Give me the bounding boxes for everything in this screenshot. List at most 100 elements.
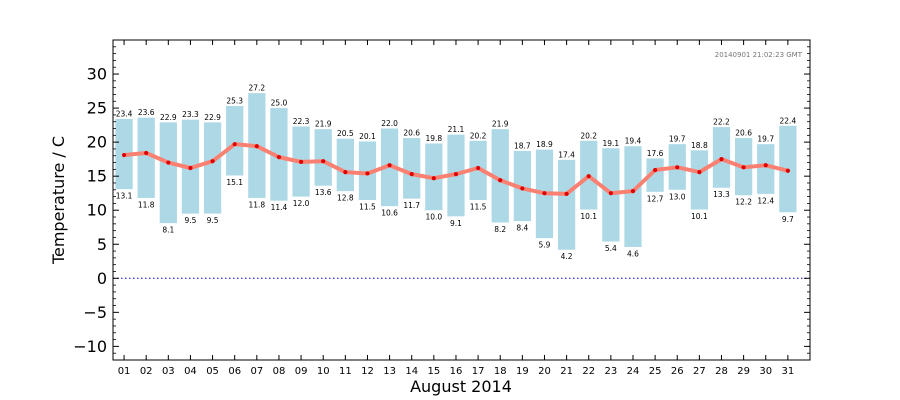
timestamp: 20140901 21:02:23 GMT	[715, 51, 803, 59]
x-tick-label: 11	[339, 366, 352, 377]
x-tick-label: 30	[759, 366, 772, 377]
y-axis-label: Temperature / C	[49, 136, 68, 265]
x-tick-label: 08	[273, 366, 286, 377]
min-value-label: 11.8	[248, 200, 265, 209]
max-value-label: 21.1	[448, 125, 465, 134]
min-value-label: 13.6	[315, 188, 332, 197]
x-tick-label: 14	[405, 366, 418, 377]
mean-marker	[498, 178, 503, 183]
max-value-label: 27.2	[248, 84, 265, 93]
max-value-label: 19.4	[625, 137, 642, 146]
mean-marker	[188, 165, 193, 171]
mean-marker	[741, 165, 746, 170]
y-tick-label: 30	[87, 65, 107, 84]
range-bar	[646, 158, 664, 192]
min-value-label: 12.0	[293, 199, 310, 208]
min-value-label: 4.2	[561, 252, 573, 261]
max-value-label: 17.4	[558, 150, 575, 159]
x-tick-label: 21	[560, 366, 573, 377]
mean-marker	[431, 176, 436, 181]
mean-marker	[387, 163, 392, 168]
x-tick-label: 25	[649, 366, 662, 377]
min-value-label: 10.1	[580, 212, 597, 221]
min-value-label: 12.7	[647, 194, 664, 203]
mean-marker	[276, 155, 282, 160]
range-bar	[403, 138, 421, 199]
mean-marker	[453, 172, 459, 177]
mean-line-layer	[121, 142, 790, 196]
mean-marker	[365, 171, 370, 176]
max-value-label: 20.6	[735, 129, 752, 138]
x-tick-label: 31	[782, 366, 795, 377]
x-tick-label: 04	[184, 366, 197, 377]
x-tick-label: 28	[715, 366, 728, 377]
range-bar	[270, 108, 288, 201]
max-value-label: 18.7	[514, 141, 531, 150]
x-tick-label: 18	[494, 366, 507, 377]
min-value-label: 11.7	[403, 201, 420, 210]
range-bar	[513, 150, 531, 222]
range-bar	[624, 146, 642, 247]
min-value-label: 8.4	[516, 224, 528, 233]
x-tick-label: 17	[472, 366, 485, 377]
mean-marker	[321, 159, 326, 164]
min-value-label: 5.4	[605, 244, 617, 253]
mean-marker	[630, 189, 636, 194]
x-tick-label: 26	[671, 366, 684, 377]
min-value-label: 13.3	[713, 190, 730, 199]
x-tick-label: 29	[737, 366, 750, 377]
x-tick-label: 12	[361, 366, 374, 377]
x-tick-label: 13	[383, 366, 396, 377]
min-value-label: 11.5	[470, 203, 487, 212]
max-value-label: 21.9	[492, 120, 509, 129]
min-value-label: 10.6	[381, 209, 398, 218]
range-bar	[314, 129, 332, 186]
y-tick-label: 5	[97, 235, 107, 254]
max-value-label: 18.8	[691, 141, 708, 150]
x-tick-label: 06	[228, 366, 241, 377]
mean-marker	[542, 191, 547, 196]
mean-marker	[476, 165, 481, 171]
x-tick-label: 01	[118, 366, 131, 377]
min-value-label: 11.4	[271, 203, 288, 212]
min-value-label: 10.1	[691, 212, 708, 221]
mean-marker	[586, 174, 591, 179]
max-value-label: 25.3	[226, 97, 243, 106]
min-value-label: 12.2	[735, 198, 752, 207]
min-value-label: 12.8	[337, 194, 354, 203]
max-value-label: 19.8	[425, 134, 442, 143]
range-bar	[358, 141, 377, 200]
range-bar	[203, 122, 222, 214]
max-value-label: 23.3	[182, 110, 199, 119]
min-value-label: 11.8	[138, 200, 155, 209]
y-tick-label: −5	[83, 303, 107, 322]
range-bar	[159, 122, 177, 224]
range-bar	[137, 117, 155, 198]
y-tick-label: 15	[87, 167, 107, 186]
max-value-label: 21.9	[315, 120, 332, 129]
max-value-label: 20.6	[403, 129, 420, 138]
x-tick-label: 10	[317, 366, 330, 377]
mean-marker	[254, 144, 259, 149]
x-tick-label: 15	[427, 366, 440, 377]
bar-value-labels: 23.4 13.1 23.6 11.8 22.9 8.1 23.3 9.5 22.9 9.5 25.…	[116, 84, 797, 262]
min-value-label: 9.5	[184, 216, 196, 225]
mean-marker	[298, 159, 304, 164]
min-value-label: 8.1	[162, 226, 174, 235]
mean-marker	[210, 159, 215, 164]
y-tick-label: −10	[73, 337, 107, 356]
max-value-label: 18.9	[536, 140, 553, 149]
y-tick-label: 0	[97, 269, 107, 288]
max-value-label: 22.2	[713, 118, 730, 127]
x-tick-label: 19	[516, 366, 529, 377]
min-value-label: 10.0	[425, 213, 442, 222]
min-value-label: 11.5	[359, 203, 376, 212]
y-tick-label: 25	[87, 99, 107, 118]
min-value-label: 13.1	[116, 192, 133, 201]
range-bar	[491, 129, 509, 223]
min-value-label: 9.1	[450, 219, 462, 228]
y-tick-label: 10	[87, 201, 107, 220]
